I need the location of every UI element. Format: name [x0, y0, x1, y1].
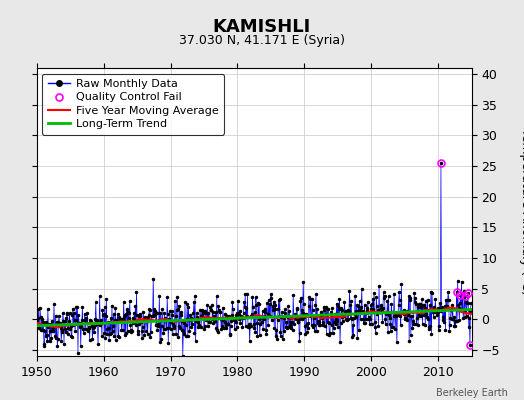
Text: KAMISHLI: KAMISHLI	[213, 18, 311, 36]
Legend: Raw Monthly Data, Quality Control Fail, Five Year Moving Average, Long-Term Tren: Raw Monthly Data, Quality Control Fail, …	[42, 74, 224, 135]
Text: 37.030 N, 41.171 E (Syria): 37.030 N, 41.171 E (Syria)	[179, 34, 345, 47]
Text: Berkeley Earth: Berkeley Earth	[436, 388, 508, 398]
Y-axis label: Temperature Anomaly (°C): Temperature Anomaly (°C)	[519, 128, 524, 296]
